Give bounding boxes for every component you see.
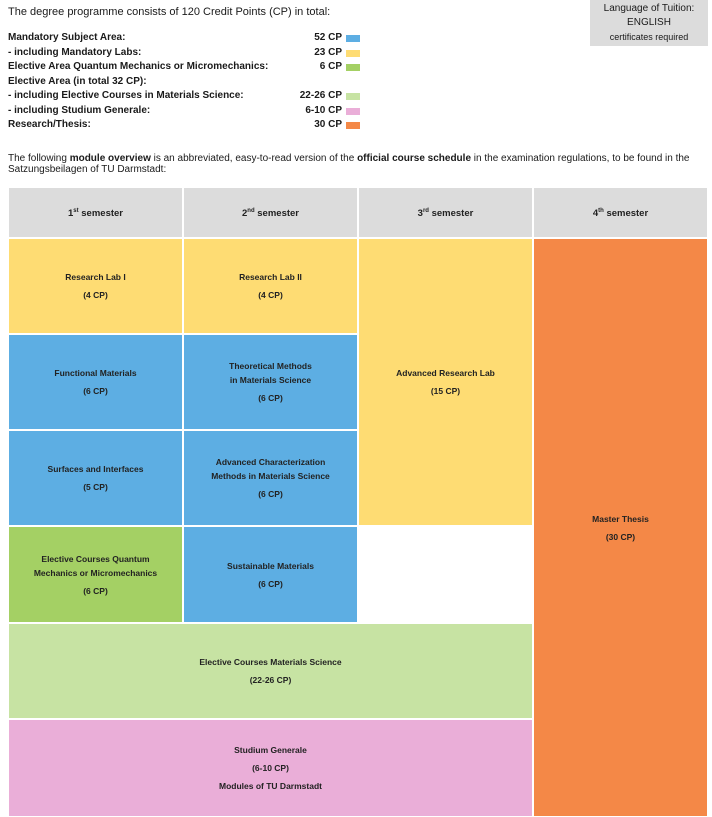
module-overview-grid: 1st semester 2nd semester 3rd semester 4… [8, 187, 708, 817]
module-credits: (6 CP) [258, 489, 283, 499]
credit-row-elective-ms: - including Elective Courses in Material… [8, 89, 360, 104]
tuition-note: certificates required [609, 32, 689, 42]
overview-text: The following [8, 153, 70, 164]
module-title: Functional Materials [54, 368, 137, 378]
module-credits: (6 CP) [83, 386, 108, 396]
semester-header-1: 1st semester [8, 187, 183, 238]
module-title: Theoretical Methods [229, 361, 312, 371]
credit-row-mandatory: Mandatory Subject Area: 52 CP [8, 31, 360, 46]
semester-label: semester [431, 208, 474, 220]
module-credits: (6 CP) [258, 393, 283, 403]
overview-text: in the examination regulations, to be fo… [8, 153, 690, 175]
semester-number: 2 [241, 208, 248, 220]
credit-row-elective-qm: Elective Area Quantum Mechanics or Micro… [8, 60, 360, 75]
credit-label: - including Elective Courses in Material… [8, 90, 244, 101]
module-credits: (30 CP) [605, 531, 636, 542]
credit-label: Elective Area Quantum Mechanics or Micro… [8, 61, 269, 72]
semester-header-4: 4th semester [533, 187, 708, 238]
credit-points: 22-26 CP [299, 90, 342, 101]
module-credits: (6 CP) [83, 585, 108, 596]
color-swatch [346, 107, 360, 115]
module-title-line2: Mechanics or Micromechanics [33, 567, 158, 578]
ordinal-suffix: th [598, 207, 604, 214]
credit-row-studium-generale: - including Studium Generale: 6-10 CP [8, 104, 360, 119]
semester-number: 3 [417, 208, 423, 220]
credit-points: 6-10 CP [305, 104, 342, 116]
semester-label: semester [81, 208, 123, 220]
module-title: Research Lab I [65, 272, 126, 282]
intro-text: The degree programme consists of 120 Cre… [8, 6, 331, 18]
module-title: Elective Courses Quantum [41, 553, 150, 564]
module-title: Master Thesis [592, 513, 649, 524]
semester-number: 1 [67, 208, 74, 220]
color-swatch [346, 64, 360, 71]
module-credits: (4 CP) [83, 290, 108, 300]
credit-points: 23 CP [314, 46, 342, 58]
ordinal-suffix: nd [247, 207, 255, 214]
credit-points: 6 CP [319, 61, 342, 72]
ordinal-suffix: rd [422, 207, 429, 214]
credit-points: 30 CP [314, 119, 342, 130]
credit-points: 52 CP [314, 32, 342, 43]
credit-label: Elective Area (in total 32 CP): [8, 75, 147, 87]
module-title-line2: in Materials Science [229, 375, 312, 385]
color-swatch [346, 49, 360, 57]
semester-number: 4 [592, 208, 599, 220]
color-swatch [346, 93, 360, 100]
module-sustainable-materials: Sustainable Materials (6 CP) [183, 526, 358, 623]
credit-summary: Mandatory Subject Area: 52 CP - includin… [8, 31, 360, 133]
overview-text: is an abbreviated, easy-to-read version … [150, 153, 358, 164]
semester-header-3: 3rd semester [358, 187, 533, 238]
credit-row-mandatory-labs: - including Mandatory Labs: 23 CP [8, 46, 360, 61]
module-credits: (6-10 CP) [252, 763, 289, 773]
color-swatch [346, 35, 360, 42]
module-theoretical-methods: Theoretical Methods in Materials Science… [183, 334, 358, 430]
semester-label: semester [257, 208, 299, 220]
ordinal-suffix: st [73, 207, 79, 214]
module-credits: (4 CP) [258, 290, 283, 300]
credit-label: Research/Thesis: [8, 119, 91, 130]
module-functional-materials: Functional Materials (6 CP) [8, 334, 183, 430]
module-title: Elective Courses Materials Science [199, 657, 342, 667]
semester-label: semester [606, 208, 649, 220]
credit-row-elective-area: Elective Area (in total 32 CP): [8, 75, 360, 90]
module-research-lab-1: Research Lab I (4 CP) [8, 238, 183, 334]
overview-bold-course-schedule: official course schedule [357, 153, 472, 164]
credit-label: Mandatory Subject Area: [8, 32, 126, 43]
module-advanced-characterization: Advanced Characterization Methods in Mat… [183, 430, 358, 526]
module-elective-quantum-micromechanics: Elective Courses Quantum Mechanics or Mi… [8, 526, 183, 623]
color-swatch [346, 122, 360, 129]
overview-bold-module-overview: module overview [69, 153, 151, 164]
module-elective-materials-science: Elective Courses Materials Science (22-2… [8, 623, 533, 719]
language-of-tuition-box: Language of Tuition: ENGLISH certificate… [590, 0, 708, 46]
module-credits: (22-26 CP) [249, 675, 292, 685]
overview-paragraph: The following module overview is an abbr… [8, 153, 708, 175]
module-note: Modules of TU Darmstadt [219, 781, 322, 791]
module-title: Advanced Research Lab [396, 368, 495, 378]
credit-row-thesis: Research/Thesis: 30 CP [8, 118, 360, 133]
module-title: Surfaces and Interfaces [47, 464, 144, 474]
module-credits: (6 CP) [258, 578, 283, 589]
module-studium-generale: Studium Generale (6-10 CP) Modules of TU… [8, 719, 533, 817]
module-title: Sustainable Materials [227, 560, 314, 571]
tuition-label: Language of Tuition: [603, 3, 695, 14]
module-master-thesis: Master Thesis (30 CP) [533, 238, 708, 817]
tuition-language: ENGLISH [627, 17, 671, 28]
module-credits: (5 CP) [83, 482, 108, 492]
module-title: Advanced Characterization [215, 457, 326, 467]
module-surfaces-and-interfaces: Surfaces and Interfaces (5 CP) [8, 430, 183, 526]
module-title: Studium Generale [234, 745, 307, 755]
module-research-lab-2: Research Lab II (4 CP) [183, 238, 358, 334]
credit-label: - including Mandatory Labs: [8, 46, 142, 58]
module-title-line2: Methods in Materials Science [211, 471, 330, 481]
module-credits: (15 CP) [430, 386, 461, 396]
module-advanced-research-lab: Advanced Research Lab (15 CP) [358, 238, 533, 526]
semester-header-2: 2nd semester [183, 187, 358, 238]
credit-label: - including Studium Generale: [8, 104, 151, 116]
module-title: Research Lab II [239, 272, 302, 282]
